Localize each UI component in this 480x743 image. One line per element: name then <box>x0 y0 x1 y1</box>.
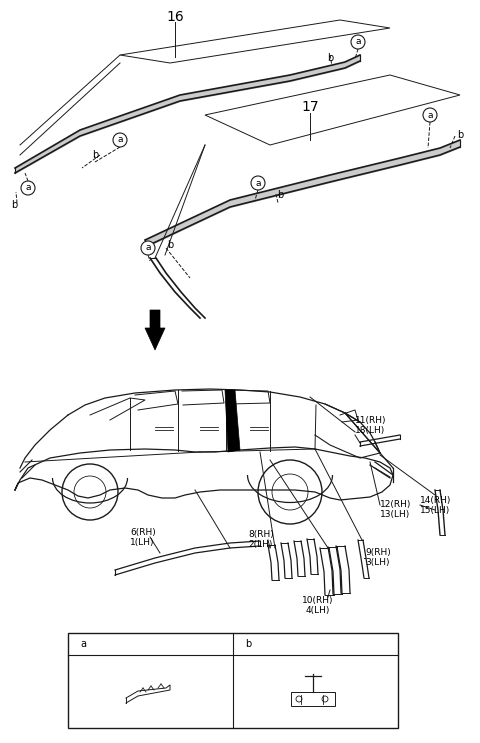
Circle shape <box>113 133 127 147</box>
Text: a: a <box>80 639 86 649</box>
Circle shape <box>351 35 365 49</box>
Text: b: b <box>11 200 17 210</box>
Text: b: b <box>92 150 98 160</box>
Text: a: a <box>145 244 151 253</box>
Text: 18(LH): 18(LH) <box>355 426 385 435</box>
Polygon shape <box>145 310 165 350</box>
Circle shape <box>251 176 265 190</box>
Text: b: b <box>245 639 251 649</box>
Text: a: a <box>355 37 361 47</box>
Text: b: b <box>167 240 173 250</box>
Text: 7: 7 <box>269 637 277 651</box>
Text: 8(RH): 8(RH) <box>248 531 274 539</box>
Text: a: a <box>117 135 123 144</box>
Text: b: b <box>277 190 283 200</box>
Text: 2(LH): 2(LH) <box>248 540 272 550</box>
Text: 3(LH): 3(LH) <box>365 559 389 568</box>
Text: 10(RH): 10(RH) <box>302 595 334 605</box>
Text: b: b <box>457 130 463 140</box>
Circle shape <box>240 636 256 652</box>
Text: 15(LH): 15(LH) <box>420 505 450 514</box>
Text: 4(LH): 4(LH) <box>306 606 330 614</box>
Bar <box>291 692 335 706</box>
Text: 9(RH): 9(RH) <box>365 548 391 557</box>
Circle shape <box>423 108 437 122</box>
Text: 12(RH): 12(RH) <box>380 501 411 510</box>
Circle shape <box>75 636 91 652</box>
Polygon shape <box>225 390 240 452</box>
Text: 5: 5 <box>104 637 112 651</box>
Text: 17: 17 <box>301 100 319 114</box>
Text: a: a <box>25 184 31 192</box>
Text: a: a <box>427 111 433 120</box>
Text: 14(RH): 14(RH) <box>420 496 451 504</box>
Text: 13(LH): 13(LH) <box>380 510 410 519</box>
Text: 6(RH): 6(RH) <box>130 528 156 536</box>
Circle shape <box>141 241 155 255</box>
Bar <box>68 633 398 728</box>
Text: b: b <box>327 53 333 63</box>
Text: 11(RH): 11(RH) <box>355 415 386 424</box>
Text: a: a <box>255 178 261 187</box>
Text: 1(LH): 1(LH) <box>130 537 155 547</box>
Text: 16: 16 <box>166 10 184 24</box>
Circle shape <box>21 181 35 195</box>
